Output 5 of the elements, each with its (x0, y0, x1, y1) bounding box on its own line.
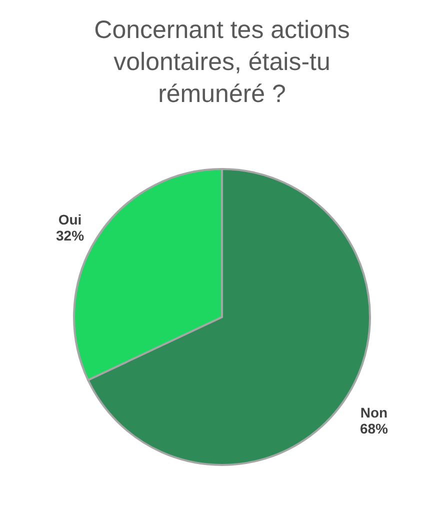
chart-title: Concernant tes actions volontaires, étais-tu rémunéré ? (94, 16, 350, 108)
data-label: 32% (56, 228, 85, 244)
slice-label: Oui (58, 212, 82, 228)
data-label: 68% (360, 420, 389, 436)
slice-label: Non (360, 404, 388, 420)
